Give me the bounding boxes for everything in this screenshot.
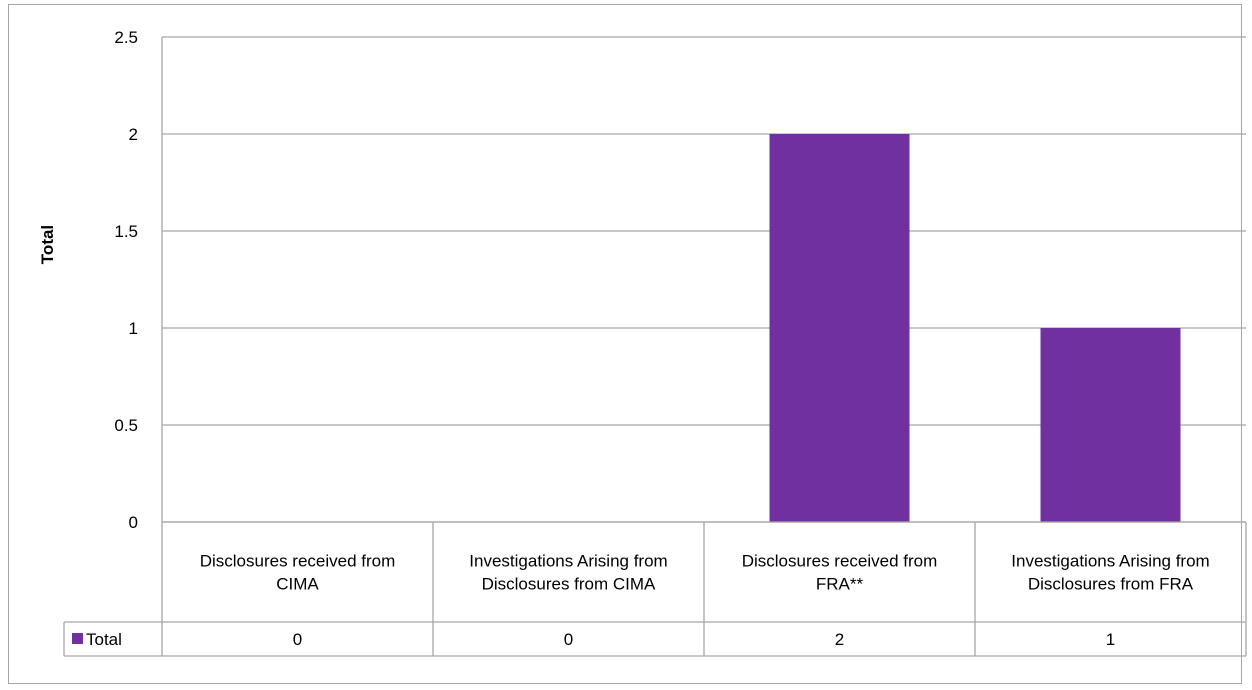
bar (1040, 328, 1181, 522)
data-label: 1 (1106, 630, 1115, 649)
y-tick-label: 2.5 (114, 28, 138, 47)
y-tick-label: 2 (129, 125, 138, 144)
legend-swatch (72, 633, 83, 644)
data-label: 0 (293, 630, 302, 649)
bar (769, 134, 910, 522)
y-tick-label: 0.5 (114, 416, 138, 435)
data-label: 0 (564, 630, 573, 649)
legend-label: Total (86, 630, 122, 649)
y-tick-label: 1 (129, 319, 138, 338)
y-tick-label: 1.5 (114, 222, 138, 241)
category-label: Investigations Arising from Disclosures f… (1011, 552, 1209, 594)
data-label: 2 (835, 630, 844, 649)
category-label: Investigations Arising from Disclosures f… (469, 552, 667, 594)
category-label: Disclosures received from FRA** (742, 552, 938, 594)
chart-frame (8, 4, 1242, 684)
y-tick-label: 0 (129, 513, 138, 532)
y-axis-title: Total (38, 225, 57, 264)
category-label: Disclosures received from CIMA (200, 552, 396, 594)
